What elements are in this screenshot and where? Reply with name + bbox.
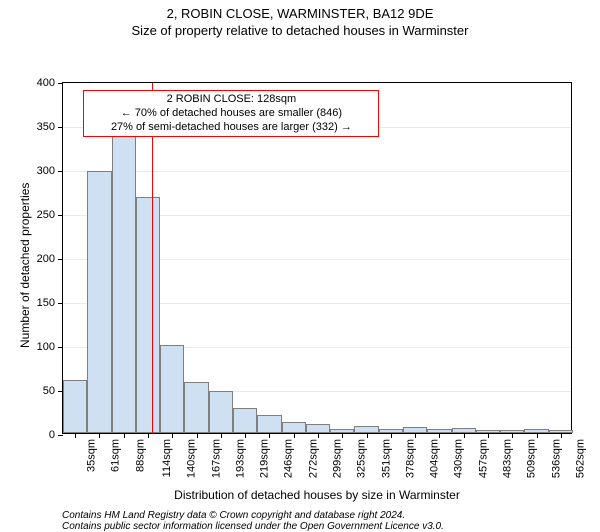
xtick-label: 246sqm: [283, 439, 295, 478]
gridline: [63, 171, 571, 172]
title-address: 2, ROBIN CLOSE, WARMINSTER, BA12 9DE: [0, 6, 600, 21]
xtick-label: 299sqm: [332, 439, 344, 478]
xtick-mark: [294, 433, 295, 438]
xtick-mark: [197, 433, 198, 438]
ytick-label: 150: [37, 297, 63, 309]
callout-line: 27% of semi-detached houses are larger (…: [90, 121, 372, 135]
ytick-label: 300: [37, 165, 63, 177]
ytick-label: 350: [37, 121, 63, 133]
xtick-mark: [245, 433, 246, 438]
xtick-label: 35sqm: [86, 439, 98, 472]
xtick-label: 325sqm: [356, 439, 368, 478]
histogram-bar: [233, 408, 257, 433]
ytick-label: 50: [43, 385, 63, 397]
xtick-label: 167sqm: [210, 439, 222, 478]
ytick-label: 400: [37, 77, 63, 89]
ytick-label: 100: [37, 341, 63, 353]
xtick-mark: [75, 433, 76, 438]
xtick-label: 509sqm: [526, 439, 538, 478]
xtick-mark: [561, 433, 562, 438]
chart-titles: 2, ROBIN CLOSE, WARMINSTER, BA12 9DE Siz…: [0, 6, 600, 38]
xtick-label: 483sqm: [502, 439, 514, 478]
xtick-mark: [367, 433, 368, 438]
xtick-label: 457sqm: [477, 439, 489, 478]
xtick-label: 88sqm: [134, 439, 146, 472]
histogram-bar: [160, 345, 184, 433]
ytick-label: 250: [37, 209, 63, 221]
xtick-label: 351sqm: [380, 439, 392, 478]
xtick-label: 536sqm: [550, 439, 562, 478]
xtick-mark: [148, 433, 149, 438]
histogram-bar: [209, 391, 233, 433]
histogram-bar: [354, 426, 378, 433]
xtick-mark: [439, 433, 440, 438]
histogram-bar: [87, 171, 111, 433]
xtick-mark: [537, 433, 538, 438]
xtick-label: 378sqm: [404, 439, 416, 478]
source-line: Contains public sector information licen…: [62, 521, 444, 532]
xtick-label: 140sqm: [186, 439, 198, 478]
xtick-mark: [172, 433, 173, 438]
xtick-label: 61sqm: [110, 439, 122, 472]
callout-box: 2 ROBIN CLOSE: 128sqm← 70% of detached h…: [83, 90, 379, 137]
histogram-bar: [282, 422, 306, 433]
xtick-label: 114sqm: [161, 439, 173, 477]
histogram-bar: [184, 382, 208, 433]
xtick-label: 404sqm: [429, 439, 441, 478]
source-line: Contains HM Land Registry data © Crown c…: [62, 510, 444, 521]
callout-line: 2 ROBIN CLOSE: 128sqm: [90, 93, 372, 107]
xtick-mark: [391, 433, 392, 438]
xtick-mark: [318, 433, 319, 438]
histogram-bar: [63, 380, 87, 433]
xtick-label: 430sqm: [453, 439, 465, 478]
y-axis-label: Number of detached properties: [18, 183, 32, 348]
xtick-label: 219sqm: [259, 439, 271, 478]
xtick-mark: [488, 433, 489, 438]
xtick-mark: [342, 433, 343, 438]
histogram-bar: [136, 197, 160, 433]
xtick-mark: [221, 433, 222, 438]
xtick-mark: [512, 433, 513, 438]
xtick-mark: [99, 433, 100, 438]
ytick-label: 200: [37, 253, 63, 265]
source-attribution: Contains HM Land Registry data © Crown c…: [62, 510, 444, 532]
callout-line: ← 70% of detached houses are smaller (84…: [90, 107, 372, 121]
xtick-mark: [415, 433, 416, 438]
histogram-bar: [112, 134, 136, 433]
xtick-label: 193sqm: [234, 439, 246, 478]
xtick-mark: [269, 433, 270, 438]
histogram-bar: [306, 424, 330, 433]
xtick-label: 562sqm: [574, 439, 586, 478]
xtick-label: 272sqm: [307, 439, 319, 478]
histogram-bar: [257, 415, 281, 433]
ytick-label: 0: [49, 429, 63, 441]
plot-area: 05010015020025030035040035sqm61sqm88sqm1…: [62, 82, 572, 434]
xtick-mark: [464, 433, 465, 438]
title-subtitle: Size of property relative to detached ho…: [0, 23, 600, 38]
xtick-mark: [124, 433, 125, 438]
